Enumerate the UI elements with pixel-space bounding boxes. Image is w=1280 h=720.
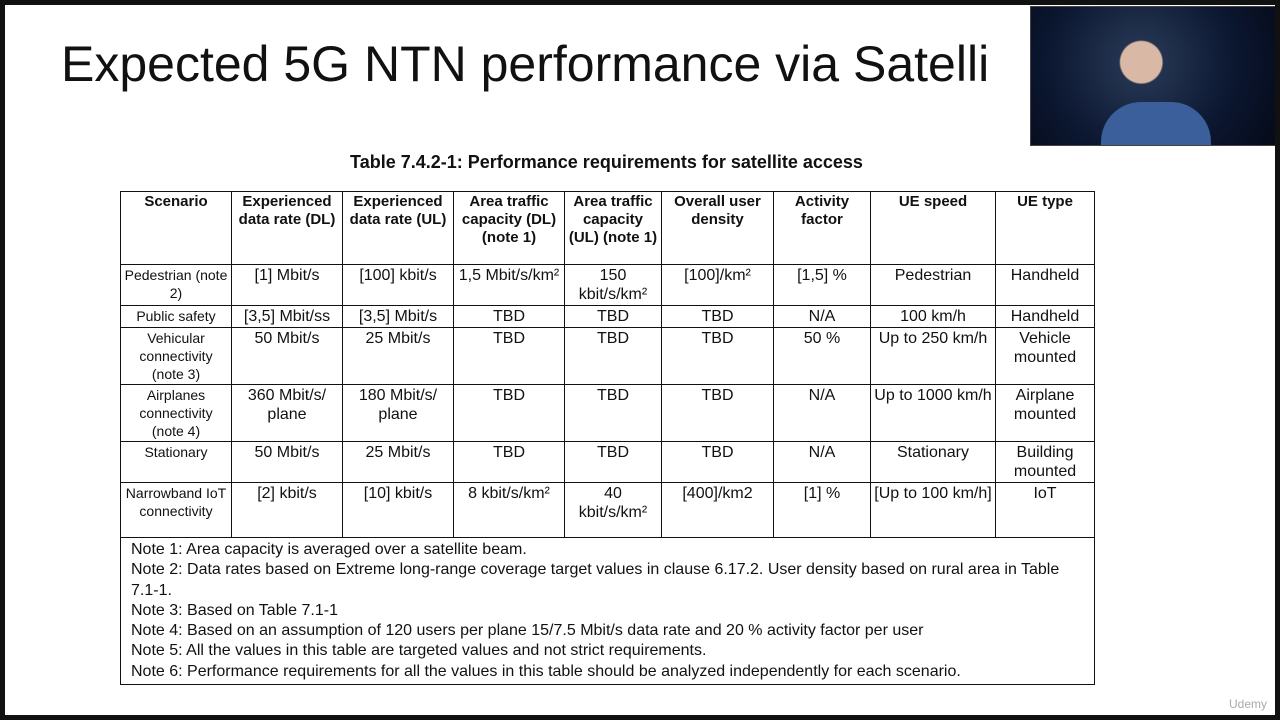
table-row: Pedestrian (note 2) [1] Mbit/s [100] kbit/… (120, 264, 1095, 306)
table-cell: N/A (773, 305, 871, 328)
header-cell: Area traffic capacity (UL) (note 1) (564, 191, 662, 265)
header-cell: Activity factor (773, 191, 871, 265)
table-cell: Pedestrian (870, 264, 996, 306)
scenario-cell: Pedestrian (note 2) (120, 264, 232, 306)
table-cell: [400]/km2 (661, 482, 774, 538)
udemy-logo: Udemy (1228, 697, 1267, 711)
table-cell: [3,5] Mbit/ss (231, 305, 343, 328)
table-cell: Handheld (995, 264, 1095, 306)
slide-title: Expected 5G NTN performance via Satelli (61, 36, 990, 92)
table-cell: 180 Mbit/s/ plane (342, 384, 454, 442)
table-cell: N/A (773, 384, 871, 442)
notes-row: Note 1: Area capacity is averaged over a… (120, 536, 1095, 686)
scenario-cell: Vehicular connectivity (note 3) (120, 327, 232, 385)
header-cell: Experienced data rate (DL) (231, 191, 343, 265)
table-cell: Vehicle mounted (995, 327, 1095, 385)
table-cell: Airplane mounted (995, 384, 1095, 442)
table-cell: TBD (564, 327, 662, 385)
note: Note 6: Performance requirements for all… (131, 662, 961, 680)
table-cell: 25 Mbit/s (342, 327, 454, 385)
note: Note 3: Based on Table 7.1-1 (131, 601, 338, 619)
table-cell: 8 kbit/s/km² (453, 482, 565, 538)
table-cell: TBD (564, 384, 662, 442)
note: Note 4: Based on an assumption of 120 us… (131, 622, 924, 640)
table-cell: [1] % (773, 482, 871, 538)
table-cell: Stationary (870, 441, 996, 483)
note: Note 5: All the values in this table are… (131, 642, 707, 660)
table-cell: Handheld (995, 305, 1095, 328)
scenario-cell: Stationary (120, 441, 232, 483)
header-cell: Scenario (120, 191, 232, 265)
header-cell: Area traffic capacity (DL) (note 1) (453, 191, 565, 265)
notes-cell: Note 1: Area capacity is averaged over a… (120, 536, 1095, 686)
header-cell: Overall user density (661, 191, 774, 265)
header-cell: Experienced data rate (UL) (342, 191, 454, 265)
table-cell: [1] Mbit/s (231, 264, 343, 306)
table-cell: TBD (453, 441, 565, 483)
table-cell: TBD (661, 384, 774, 442)
header-cell: UE type (995, 191, 1095, 265)
table-cell: 50 Mbit/s (231, 441, 343, 483)
table-row: Vehicular connectivity (note 3) 50 Mbit/s… (120, 327, 1095, 385)
table-cell: Building mounted (995, 441, 1095, 483)
table-cell: 150 kbit/s/km² (564, 264, 662, 306)
table-cell: 50 Mbit/s (231, 327, 343, 385)
table-cell: TBD (661, 305, 774, 328)
table-cell: Up to 1000 km/h (870, 384, 996, 442)
scenario-cell: Narrowband IoT connectivity (120, 482, 232, 538)
table-row: Narrowband IoT connectivity [2] kbit/s [10… (120, 482, 1095, 538)
table-cell: 40 kbit/s/km² (564, 482, 662, 538)
table-cell: [2] kbit/s (231, 482, 343, 538)
table-cell: TBD (453, 384, 565, 442)
table-cell: [3,5] Mbit/s (342, 305, 454, 328)
header-cell: UE speed (870, 191, 996, 265)
table-cell: TBD (453, 327, 565, 385)
table-cell: [100]/km² (661, 264, 774, 306)
table-cell: [10] kbit/s (342, 482, 454, 538)
table-cell: 100 km/h (870, 305, 996, 328)
table-cell: TBD (564, 441, 662, 483)
table-row: Public safety [3,5] Mbit/ss [3,5] Mbit/s TB… (120, 305, 1095, 328)
table-cell: TBD (661, 327, 774, 385)
scenario-cell: Airplanes connectivity (note 4) (120, 384, 232, 442)
scenario-cell: Public safety (120, 305, 232, 328)
table-row: Stationary 50 Mbit/s 25 Mbit/s TBD TBD TBD N/A… (120, 441, 1095, 483)
note: Note 2: Data rates based on Extreme long… (131, 561, 1060, 599)
table-row: Airplanes connectivity (note 4) 360 Mbit/… (120, 384, 1095, 442)
table-cell: [1,5] % (773, 264, 871, 306)
table-cell: [Up to 100 km/h] (870, 482, 996, 538)
table-cell: 50 % (773, 327, 871, 385)
presenter (1101, 102, 1211, 145)
table-cell: IoT (995, 482, 1095, 538)
table-cell: 360 Mbit/s/ plane (231, 384, 343, 442)
table-cell: 25 Mbit/s (342, 441, 454, 483)
webcam-overlay (1030, 6, 1275, 146)
table-caption: Table 7.4.2-1: Performance requirements … (350, 152, 863, 172)
slide: Expected 5G NTN performance via Satelli … (5, 5, 1275, 715)
note: Note 1: Area capacity is averaged over a… (131, 541, 527, 558)
table-cell: TBD (564, 305, 662, 328)
table-cell: TBD (661, 441, 774, 483)
header-row: Scenario Experienced data rate (DL) Experi… (120, 191, 1095, 265)
table-cell: Up to 250 km/h (870, 327, 996, 385)
table-cell: TBD (453, 305, 565, 328)
performance-table: Scenario Experienced data rate (DL) Experi… (120, 191, 1095, 686)
table-cell: N/A (773, 441, 871, 483)
table-cell: [100] kbit/s (342, 264, 454, 306)
table-cell: 1,5 Mbit/s/km² (453, 264, 565, 306)
